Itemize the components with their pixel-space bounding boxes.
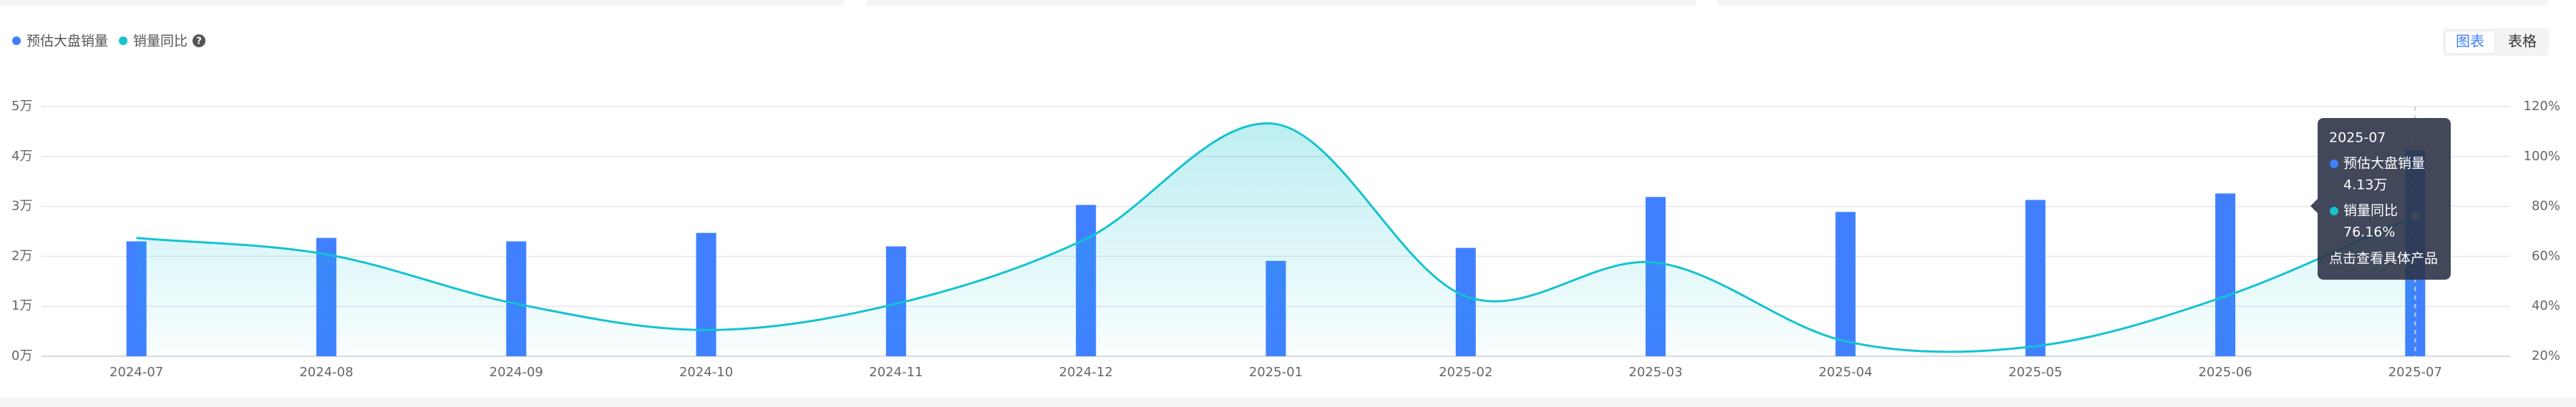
x-tick-label: 2024-09 xyxy=(490,365,543,380)
toggle-active[interactable] xyxy=(2444,30,2496,54)
x-tick-label: 2025-07 xyxy=(2388,365,2442,380)
tooltip-name: 预估大盘销量 xyxy=(2343,156,2425,172)
x-tick-label: 2025-05 xyxy=(2008,365,2062,380)
legend-marker xyxy=(119,36,127,45)
x-tick-label: 2025-06 xyxy=(2198,365,2252,380)
x-tick-label: 2025-01 xyxy=(1249,365,1303,380)
y2-tick-label: 20% xyxy=(2532,348,2560,363)
legend-label: 预估大盘销量 xyxy=(26,34,108,49)
tooltip-title: 2025-07 xyxy=(2329,130,2386,146)
x-tick-label: 2024-08 xyxy=(299,365,353,380)
table-button[interactable]: 表格 xyxy=(2508,33,2537,50)
tooltip-value: 4.13万 xyxy=(2343,177,2387,193)
bar xyxy=(1835,212,1856,356)
x-tick-label: 2024-07 xyxy=(110,365,163,380)
tooltip-marker xyxy=(2330,160,2338,168)
y2-tick-label: 60% xyxy=(2532,248,2560,263)
y-tick-label: 2万 xyxy=(11,248,32,263)
y-tick-label: 1万 xyxy=(11,298,32,313)
y2-tick-label: 40% xyxy=(2532,298,2560,313)
y-tick-label: 5万 xyxy=(11,99,32,114)
card-edge xyxy=(1718,0,2548,6)
bar xyxy=(2025,200,2046,356)
legend-label: 销量同比 xyxy=(133,34,188,49)
card-edge xyxy=(866,0,1696,6)
line xyxy=(136,122,2416,353)
x-tick-label: 2024-10 xyxy=(679,365,733,380)
y2-tick-label: 120% xyxy=(2524,99,2560,114)
tooltip-value: 76.16% xyxy=(2343,225,2395,240)
tooltip-box xyxy=(2318,118,2451,280)
y-tick-label: 4万 xyxy=(11,149,32,164)
x-tick-label: 2024-12 xyxy=(1059,365,1113,380)
legend-marker xyxy=(12,36,21,45)
y2-tick-label: 80% xyxy=(2532,199,2560,214)
y-tick-label: 0万 xyxy=(11,348,32,363)
line-area xyxy=(136,123,2416,357)
y2-tick-label: 100% xyxy=(2524,149,2560,164)
help-icon-glyph: ? xyxy=(196,36,202,47)
page-bottom xyxy=(0,398,2576,407)
tooltip-arrow xyxy=(2310,199,2318,213)
tooltip-action[interactable]: 点击查看具体产品 xyxy=(2329,251,2438,267)
chart-button[interactable]: 图表 xyxy=(2456,33,2484,50)
tooltip-name: 销量同比 xyxy=(2343,203,2398,219)
x-tick-label: 2024-11 xyxy=(869,365,923,380)
y-tick-label: 3万 xyxy=(11,199,32,214)
card-edge xyxy=(0,0,845,6)
x-tick-label: 2025-03 xyxy=(1629,365,1683,380)
x-tick-label: 2025-02 xyxy=(1439,365,1492,380)
tooltip-marker xyxy=(2330,207,2338,215)
x-tick-label: 2025-04 xyxy=(1819,365,1872,380)
help-icon[interactable] xyxy=(193,34,205,47)
